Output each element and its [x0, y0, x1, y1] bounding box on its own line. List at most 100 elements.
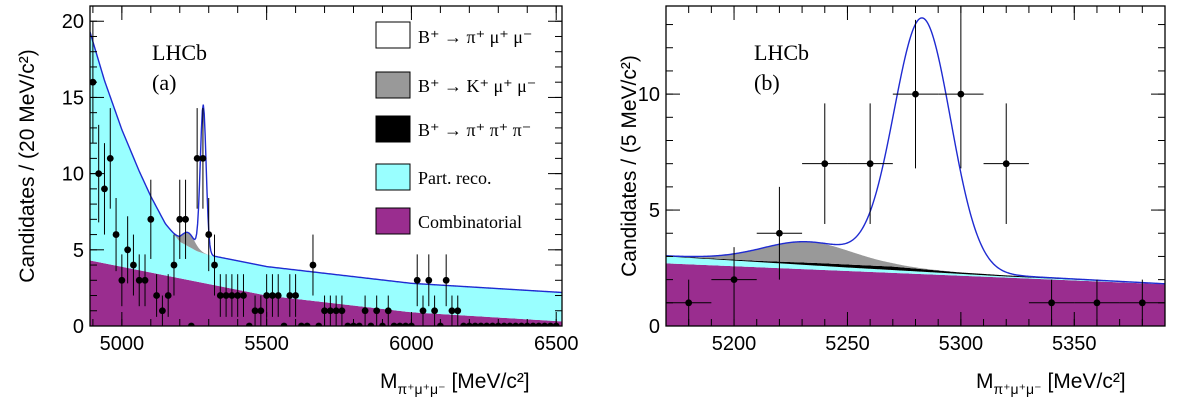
data-marker — [182, 215, 189, 223]
x-tick-label: 5500 — [244, 333, 289, 355]
data-marker — [153, 292, 161, 299]
data-point — [477, 322, 485, 326]
data-marker — [130, 261, 137, 269]
data-marker — [448, 307, 456, 315]
data-point — [205, 198, 213, 272]
legend: B⁺ → π⁺ μ⁺ μ⁻ B⁺ → K⁺ μ⁺ μ⁻ B⁺ → π⁺ π⁺ π… — [375, 21, 536, 235]
data-point — [309, 234, 317, 296]
data-point — [158, 295, 166, 326]
data-point — [535, 322, 543, 326]
data-marker — [957, 90, 965, 98]
data-marker — [234, 292, 242, 299]
data-marker — [112, 231, 120, 238]
x-tick-label: 5350 — [1052, 333, 1097, 355]
data-point — [326, 295, 334, 326]
data-marker — [251, 307, 259, 315]
data-point — [292, 274, 299, 317]
panel-b-data-points — [666, 19, 1165, 326]
data-marker — [309, 261, 317, 269]
data-point — [182, 179, 189, 259]
data-marker — [471, 322, 479, 326]
data-marker — [489, 322, 496, 326]
data-point — [228, 274, 236, 317]
data-point — [529, 322, 537, 326]
panel-b-x-axis-label: Mπ⁺μ⁺μ⁻ [MeV/c²] — [976, 370, 1126, 397]
component-combinatorial — [90, 260, 562, 326]
data-point — [112, 198, 120, 272]
legend-label-partreco: Part. reco. — [418, 168, 491, 188]
data-marker — [147, 215, 155, 223]
data-point — [240, 274, 247, 317]
data-marker — [245, 322, 253, 326]
x-tick-label: 5250 — [825, 333, 870, 355]
data-point — [280, 322, 288, 326]
data-point — [541, 322, 549, 326]
data-point — [419, 295, 427, 326]
data-marker — [211, 261, 218, 269]
component-partreco — [90, 31, 562, 322]
total-fit-curve — [90, 31, 562, 294]
data-marker — [263, 292, 271, 299]
data-point — [222, 274, 230, 317]
data-marker — [176, 215, 184, 223]
y-tick-label: 0 — [649, 316, 660, 338]
data-marker — [547, 322, 554, 326]
legend-label-signal: B⁺ → π⁺ μ⁺ μ⁻ — [418, 27, 532, 47]
data-point — [512, 322, 520, 326]
panel-a-y-axis-label: Candidates / (20 MeV/c²) — [16, 49, 39, 282]
panel-a: 0 5 10 15 20 5000 5500 6000 6500 LHCb (a) B⁺ → π… — [16, 5, 578, 397]
data-point — [518, 322, 525, 326]
data-marker — [141, 276, 149, 284]
panel-b-lhcb-label: LHCb — [754, 40, 809, 65]
data-point — [396, 322, 404, 326]
data-marker — [425, 276, 433, 284]
data-marker — [193, 154, 201, 162]
data-point — [338, 295, 346, 326]
data-point — [500, 322, 508, 326]
data-marker — [216, 292, 224, 299]
data-point — [286, 274, 294, 317]
data-marker — [1048, 299, 1055, 307]
data-marker — [367, 322, 375, 326]
data-point — [390, 322, 398, 326]
data-point — [153, 274, 161, 317]
data-point — [315, 322, 323, 326]
legend-swatch-kmumu — [375, 71, 411, 99]
x-tick-label: 5200 — [712, 333, 757, 355]
panel-a-lhcb-label: LHCb — [152, 40, 207, 65]
data-marker — [118, 276, 126, 284]
data-marker — [338, 307, 346, 315]
data-marker — [500, 322, 508, 326]
x-tick-label: 5000 — [100, 333, 145, 355]
data-point — [216, 274, 224, 317]
data-marker — [355, 322, 363, 326]
panel-a-fit-components — [90, 31, 562, 326]
data-marker — [512, 322, 520, 326]
panel-b-x-label-subscript: π⁺μ⁺μ⁻ — [994, 381, 1042, 397]
y-tick-label: 10 — [62, 164, 84, 186]
data-point — [938, 19, 984, 169]
data-point — [303, 322, 311, 326]
data-point — [442, 254, 450, 307]
data-point — [448, 295, 456, 326]
data-marker — [101, 185, 108, 193]
data-point — [892, 19, 939, 169]
legend-swatch-partreco — [375, 163, 411, 191]
data-marker — [158, 307, 166, 315]
panel-a-x-label-symbol: M — [380, 370, 398, 393]
data-marker — [292, 292, 299, 299]
data-marker — [460, 322, 467, 326]
data-marker — [315, 322, 323, 326]
data-point — [355, 322, 363, 326]
data-point — [147, 179, 155, 259]
data-point — [130, 234, 137, 296]
panel-b: 0 5 10 5200 5250 5300 5350 LHCb (b) Candidates… — [618, 5, 1166, 397]
data-marker — [685, 299, 693, 307]
data-point — [425, 254, 433, 307]
panel-a-x-label-subscript: π⁺μ⁺μ⁻ — [398, 381, 446, 397]
data-point — [269, 274, 276, 317]
data-point — [106, 108, 114, 209]
data-point — [101, 143, 108, 235]
data-marker — [274, 292, 282, 299]
